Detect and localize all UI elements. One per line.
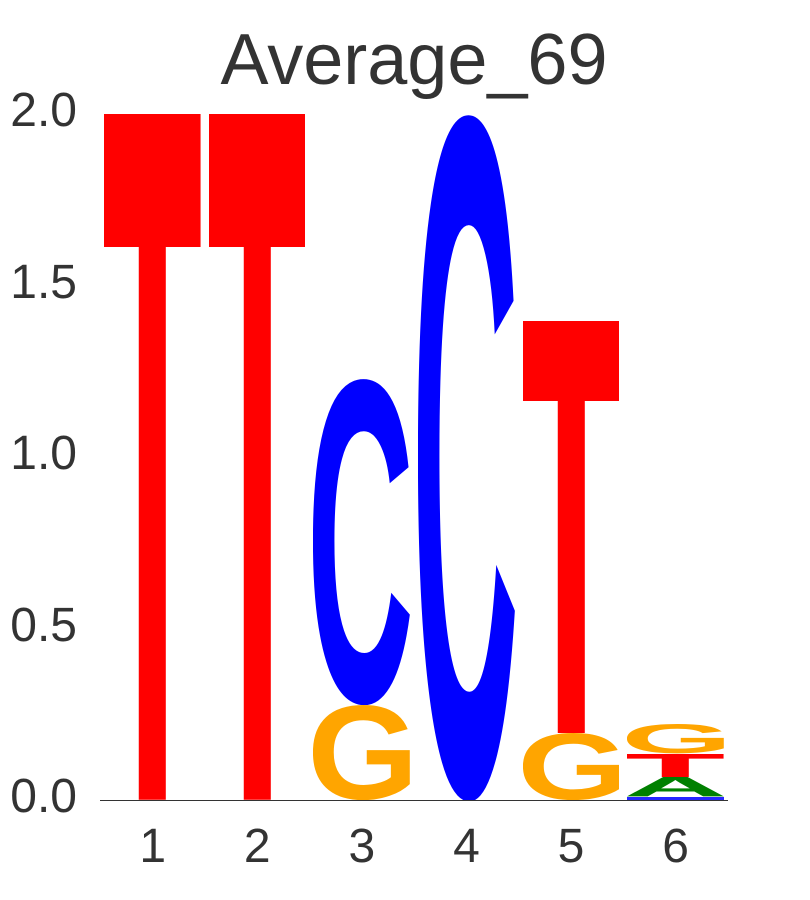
svg-text:G: G xyxy=(627,724,724,753)
svg-text:A: A xyxy=(627,777,724,796)
svg-text:G: G xyxy=(313,705,410,800)
svg-text:C: C xyxy=(418,115,515,800)
svg-text:C: C xyxy=(313,379,410,705)
svg-text:G: G xyxy=(523,733,620,800)
